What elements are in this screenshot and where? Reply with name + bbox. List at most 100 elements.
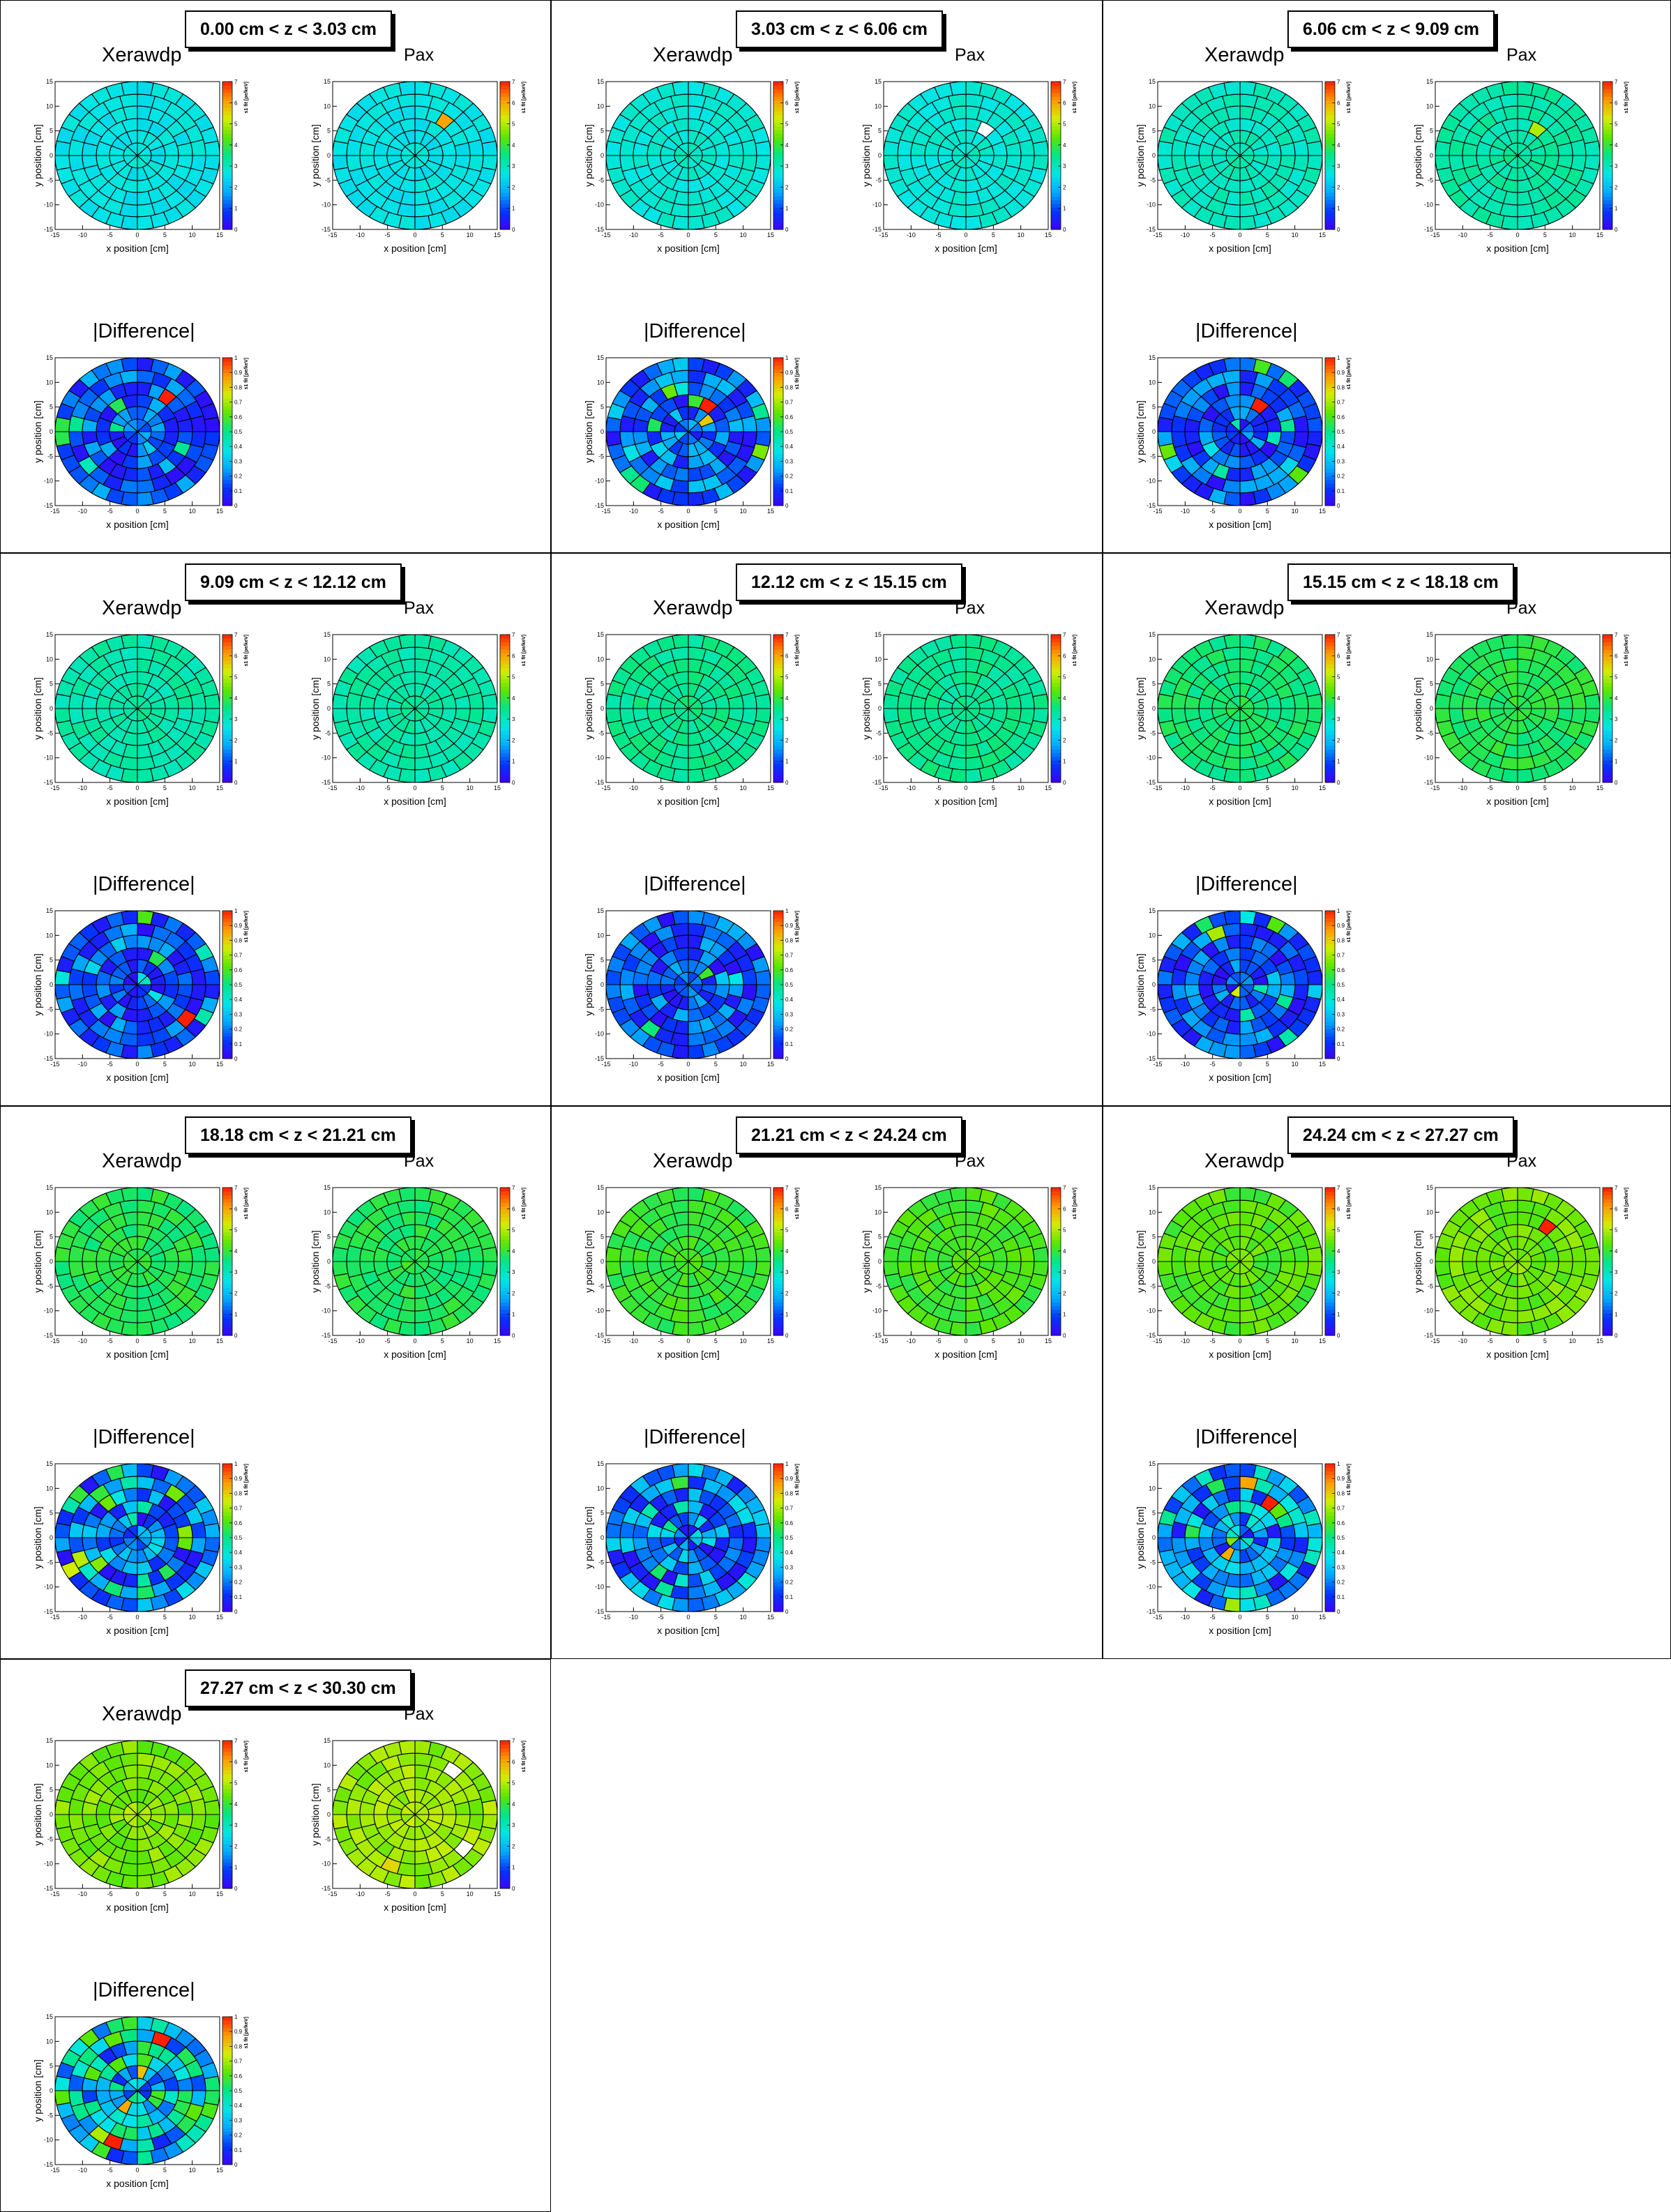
colorbar-segment (222, 469, 232, 473)
colorbar-segment (773, 107, 783, 112)
colorbar-segment (222, 1010, 232, 1015)
colorbar-segment (1051, 1272, 1061, 1277)
colorbar-tick-label: 7 (1337, 632, 1340, 638)
colorbar-segment (1325, 103, 1335, 108)
y-tick-label: 10 (1149, 103, 1156, 109)
heatmap-cell (672, 491, 689, 506)
colorbar-tick-label: 1 (234, 206, 238, 212)
x-tick-label: 0 (686, 508, 690, 515)
colorbar-segment (222, 727, 232, 732)
colorbar-segment (1603, 741, 1612, 746)
colorbar-tick-label: 6 (1337, 100, 1340, 106)
colorbar-segment (222, 1029, 232, 1033)
colorbar-segment (1325, 771, 1335, 775)
colorbar-segment (1051, 719, 1061, 724)
colorbar-segment (222, 391, 232, 395)
colorbar-tick-label: 4 (234, 1248, 238, 1255)
colorbar-segment (1325, 911, 1335, 915)
colorbar-tick-label: 0 (785, 1056, 789, 1062)
colorbar-segment (500, 1280, 510, 1285)
colorbar-segment (500, 148, 510, 153)
colorbar-segment (1603, 126, 1612, 130)
y-tick-label: 5 (600, 957, 604, 964)
colorbar-segment (773, 1320, 783, 1325)
colorbar-segment (1603, 690, 1612, 695)
y-tick-label: -15 (322, 779, 331, 786)
polar-heatmap (883, 81, 1049, 230)
colorbar-segment (773, 119, 783, 123)
colorbar-segment (773, 1213, 783, 1218)
y-tick-label: -15 (44, 779, 53, 786)
heatmap-cell (119, 1584, 138, 1600)
colorbar-segment (1051, 107, 1061, 112)
colorbar-segment (222, 1556, 232, 1561)
colorbar-segment (222, 1054, 232, 1059)
colorbar-segment (1051, 92, 1061, 97)
colorbar-segment (500, 1239, 510, 1243)
colorbar-segment (222, 1501, 232, 1505)
colorbar-tick-label: 5 (234, 121, 238, 128)
colorbar-segment (773, 398, 783, 403)
colorbar-segment (1325, 188, 1335, 193)
colorbar-tick-label: 0.9 (234, 923, 243, 929)
colorbar-segment (222, 1262, 232, 1266)
colorbar-segment (222, 1567, 232, 1572)
colorbar-tick-label: 0.7 (234, 953, 243, 959)
y-axis-label: y position [cm] (861, 124, 872, 186)
polar-heatmap (605, 1187, 771, 1336)
colorbar-label: s1 fit [pe/keV] (795, 1188, 800, 1220)
colorbar-tick-label: 1 (1615, 206, 1618, 212)
colorbar-segment (1603, 679, 1612, 683)
heatmap-cell (741, 708, 757, 725)
heatmap-cell (190, 155, 206, 172)
x-tick-label: -15 (1153, 785, 1162, 791)
colorbar-segment (1325, 682, 1335, 687)
x-tick-label: -10 (78, 785, 87, 791)
colorbar-segment (1051, 85, 1061, 90)
colorbar-segment (222, 940, 232, 945)
heatmap-cell (883, 1246, 900, 1262)
x-axis-label: x position [cm] (1209, 796, 1271, 807)
heatmap-cell (605, 140, 622, 156)
colorbar-segment (1051, 203, 1061, 208)
colorbar-segment (1325, 660, 1335, 665)
colorbar-segment (1325, 675, 1335, 680)
colorbar-tick-label: 0.4 (1337, 997, 1345, 1003)
y-tick-label: -10 (44, 755, 53, 762)
y-tick-label: -10 (595, 755, 604, 762)
z-range-label: 12.12 cm < z < 15.15 cm (736, 563, 962, 601)
colorbar-label: s1 fit [pe/keV] (1073, 1188, 1078, 1220)
heatmap-cell (68, 692, 85, 709)
y-axis-label: y position [cm] (583, 1230, 594, 1292)
x-tick-label: 0 (1238, 508, 1241, 515)
colorbar-segment (1051, 1228, 1061, 1233)
colorbar-segment (1325, 159, 1335, 164)
colorbar-segment (1051, 1232, 1061, 1236)
colorbar-segment (1325, 775, 1335, 780)
colorbar-segment (222, 1225, 232, 1229)
heatmap-cell (688, 1199, 707, 1215)
colorbar-tick-label: 1 (1337, 206, 1340, 212)
colorbar-segment (1603, 686, 1612, 690)
colorbar-segment (222, 992, 232, 997)
heatmap-cell (54, 1522, 71, 1538)
colorbar-segment (500, 207, 510, 211)
colorbar-tick-label: 0.6 (234, 1520, 243, 1527)
colorbar-segment (773, 1262, 783, 1266)
y-tick-label: 0 (1430, 705, 1433, 712)
colorbar-tick-label: 0.9 (234, 1476, 243, 1482)
colorbar-segment (773, 1313, 783, 1317)
colorbar-frame (773, 634, 784, 783)
colorbar-segment (222, 1202, 232, 1206)
colorbar-tick-label: 0.7 (785, 400, 794, 406)
colorbar-segment (773, 764, 783, 768)
x-tick-label: 0 (413, 785, 416, 791)
heatmap-cell (1018, 1261, 1035, 1278)
colorbar-segment (1603, 745, 1612, 750)
colorbar-segment (1325, 82, 1335, 86)
colorbar-segment (222, 712, 232, 717)
colorbar-tick-label: 4 (1063, 142, 1066, 149)
z-slice-panel: 9.09 cm < z < 12.12 cm Xerawdp Pax |Differe… (0, 553, 551, 1106)
